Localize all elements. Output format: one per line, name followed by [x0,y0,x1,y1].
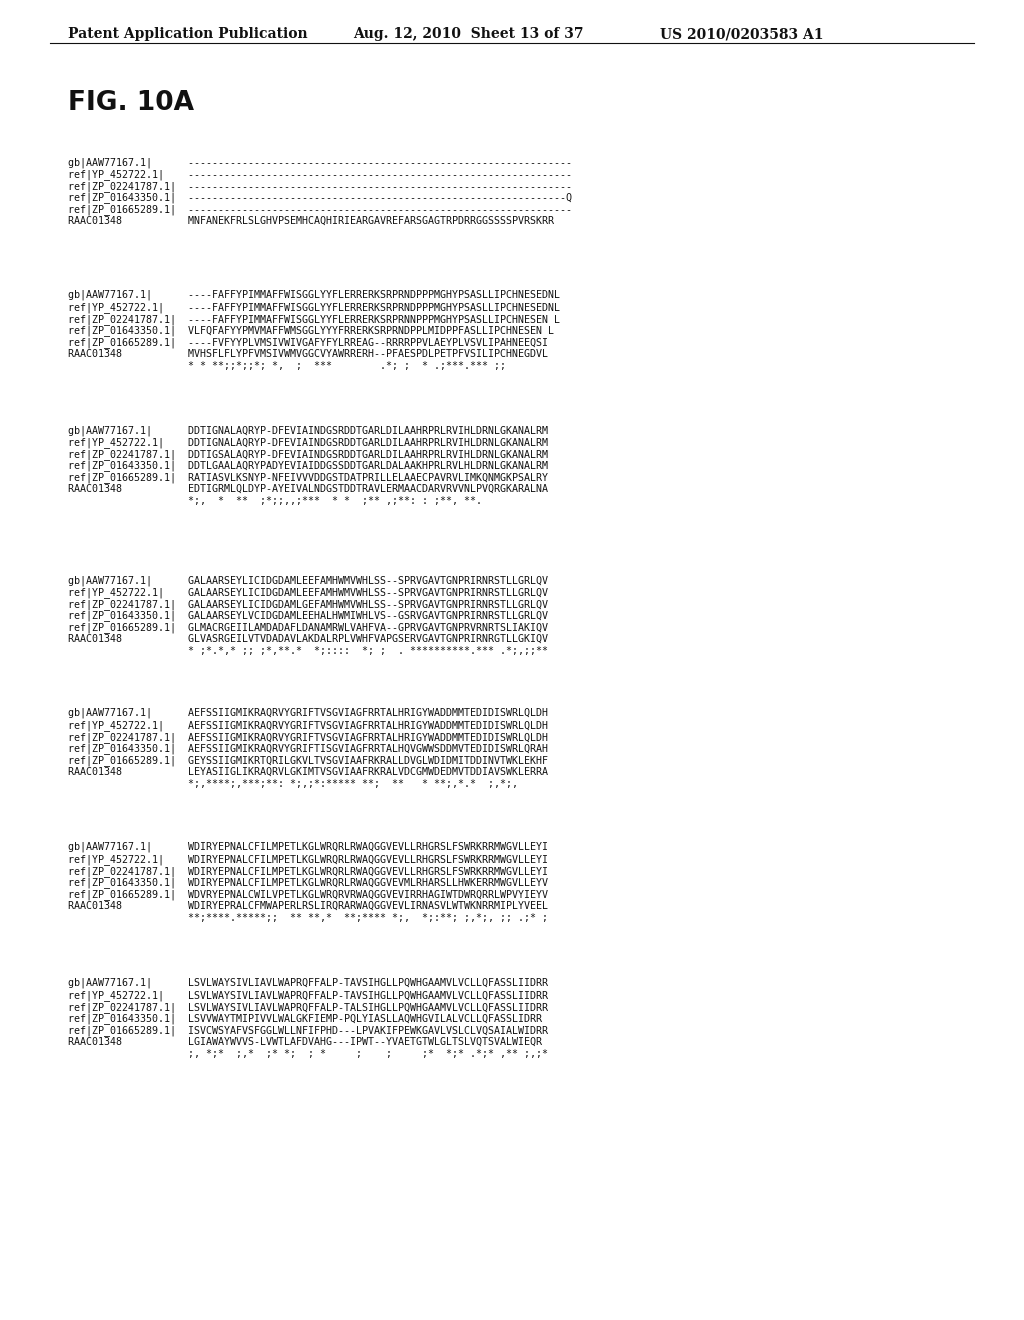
Text: ref|YP_452722.1|    DDTIGNALAQRYP-DFEVIAINDGSRDDTGARLDILAAHRPRLRVIHLDRNLGKANALRM: ref|YP_452722.1| DDTIGNALAQRYP-DFEVIAIND… [68,437,548,447]
Text: RAAC01348           EDTIGRMLQLDYP-AYEIVALNDGSTDDTRAVLERMAACDARVRVVNLPVQRGKARALNA: RAAC01348 EDTIGRMLQLDYP-AYEIVALNDGSTDDTR… [68,484,548,494]
Text: ref|ZP_01643350.1|  VLFQFAFYYPMVMAFFWMSGGLYYYFRRERKSRPRNDPPLMIDPPFASLLIPCHNESEN : ref|ZP_01643350.1| VLFQFAFYYPMVMAFFWMSGG… [68,326,554,337]
Text: ref|ZP_01643350.1|  AEFSSIIGMIKRAQRVYGRIFTISGVIAGFRRTALHQVGWWSDDMVTEDIDISWRLQRAH: ref|ZP_01643350.1| AEFSSIIGMIKRAQRVYGRIF… [68,743,548,754]
Text: RAAC01348           GLVASRGEILVTVDADAVLAKDALRPLVWHFVAPGSERVGAVTGNPRIRNRGTLLGKIQV: RAAC01348 GLVASRGEILVTVDADAVLAKDALRPLVWH… [68,634,548,644]
Text: gb|AAW77167.1|      ----FAFFYPIMMAFFWISGGLYYFLERRERKSRPRNDPPPMGHYPSASLLIPCHNESED: gb|AAW77167.1| ----FAFFYPIMMAFFWISGGLYYF… [68,290,560,301]
Text: ;, *;*  ;,*  ;* *;  ; *     ;    ;     ;*  *;* .*;* ,** ;,;*: ;, *;* ;,* ;* *; ; * ; ; ;* *;* .*;* ,**… [68,1049,548,1059]
Text: ref|ZP_01665289.1|  ISVCWSYAFVSFGGLWLLNFIFPHD---LPVAKIFPEWKGAVLVSLCLVQSAIALWIDRR: ref|ZP_01665289.1| ISVCWSYAFVSFGGLWLLNFI… [68,1026,548,1036]
Text: ref|ZP_02241787.1|  GALAARSEYLICIDGDAMLGEFAMHWMVWHLSS--SPRVGAVTGNPRIRNRSTLLGRLQV: ref|ZP_02241787.1| GALAARSEYLICIDGDAMLGE… [68,598,548,610]
Text: gb|AAW77167.1|      WDIRYEPNALCFILMPETLKGLWRQRLRWAQGGVEVLLRHGRSLFSWRKRRMWGVLLEYI: gb|AAW77167.1| WDIRYEPNALCFILMPETLKGLWRQ… [68,842,548,853]
Text: RAAC01348           LGIAWAYWVVS-LVWTLAFDVAHG---IPWT--YVAETGTWLGLTSLVQTSVALWIEQR: RAAC01348 LGIAWAYWVVS-LVWTLAFDVAHG---IPW… [68,1038,542,1047]
Text: *;,****;,***;**: *;,;*:***** **;  **   * **;,*.*  ;,*;,: *;,****;,***;**: *;,;*:***** **; ** * **… [68,779,518,789]
Text: FIG. 10A: FIG. 10A [68,90,194,116]
Text: ref|ZP_01643350.1|  WDIRYEPNALCFILMPETLKGLWRQRLRWAQGGVEVMLRHARSLLHWKERRMWGVLLEYV: ref|ZP_01643350.1| WDIRYEPNALCFILMPETLKG… [68,878,548,888]
Text: ref|ZP_01665289.1|  RATIASVLKSNYP-NFEIVVVDDGSTDATPRILLELAAECPAVRVLIMKQNMGKPSALRY: ref|ZP_01665289.1| RATIASVLKSNYP-NFEIVVV… [68,473,548,483]
Text: ref|ZP_02241787.1|  ------------------------------------------------------------: ref|ZP_02241787.1| ---------------------… [68,181,572,191]
Text: ref|ZP_02241787.1|  ----FAFFYPIMMAFFWISGGLYYFLERRERKSRPRNNPPPMGHYPSASLLIPCHNESEN: ref|ZP_02241787.1| ----FAFFYPIMMAFFWISGG… [68,314,560,325]
Text: RAAC01348           MNFANEKFRLSLGHVPSEMHCAQHIRIEARGAVREFARSGAGTRPDRRGGSSSSPVRSKR: RAAC01348 MNFANEKFRLSLGHVPSEMHCAQHIRIEAR… [68,216,554,226]
Text: RAAC01348           LEYASIIGLIKRAQRVLGKIMTVSGVIAAFRKRALVDCGMWDEDMVTDDIAVSWKLERRA: RAAC01348 LEYASIIGLIKRAQRVLGKIMTVSGVIAAF… [68,767,548,777]
Text: ref|YP_452722.1|    WDIRYEPNALCFILMPETLKGLWRQRLRWAQGGVEVLLRHGRSLFSWRKRRMWGVLLEYI: ref|YP_452722.1| WDIRYEPNALCFILMPETLKGLW… [68,854,548,865]
Text: **;****.*****;;  ** **,*  **;**** *;,  *;:**; ;,*;, ;; .;* ;: **;****.*****;; ** **,* **;**** *;, *;:*… [68,913,548,923]
Text: ref|ZP_01643350.1|  ------------------------------------------------------------: ref|ZP_01643350.1| ---------------------… [68,193,572,203]
Text: * * **;;*;;*; *,  ;  ***        .*; ;  * .;***.*** ;;: * * **;;*;;*; *, ; *** .*; ; * .;***.***… [68,360,506,371]
Text: ref|ZP_01643350.1|  GALAARSEYLVCIDGDAMLEEHALHWMIWHLVS--GSRVGAVTGNPRIRNRSTLLGRLQV: ref|ZP_01643350.1| GALAARSEYLVCIDGDAMLEE… [68,610,548,622]
Text: ref|ZP_01665289.1|  GEYSSIIGMIKRTQRILGKVLTVSGVIAAFRKRALLDVGLWDIDMITDDINVTWKLEKHF: ref|ZP_01665289.1| GEYSSIIGMIKRTQRILGKVL… [68,755,548,766]
Text: ref|YP_452722.1|    ------------------------------------------------------------: ref|YP_452722.1| -----------------------… [68,169,572,180]
Text: ref|ZP_01665289.1|  WDVRYEPNALCWILVPETLKGLWRQRVRWAQGGVEVIRRHAGIWTDWRQRRLWPVYIEYV: ref|ZP_01665289.1| WDVRYEPNALCWILVPETLKG… [68,890,548,900]
Text: ref|ZP_02241787.1|  LSVLWAYSIVLIAVLWAPRQFFALP-TALSIHGLLPQWHGAAMVLVCLLQFASSLIIDRR: ref|ZP_02241787.1| LSVLWAYSIVLIAVLWAPRQF… [68,1002,548,1012]
Text: Patent Application Publication: Patent Application Publication [68,26,307,41]
Text: ref|ZP_01643350.1|  LSVVWAYTMIPIVVLWALGKFIEMP-PQLYIASLLAQWHGVILALVCLLQFASSLIDRR: ref|ZP_01643350.1| LSVVWAYTMIPIVVLWALGKF… [68,1014,542,1024]
Text: gb|AAW77167.1|      LSVLWAYSIVLIAVLWAPRQFFALP-TAVSIHGLLPQWHGAAMVLVCLLQFASSLIIDRR: gb|AAW77167.1| LSVLWAYSIVLIAVLWAPRQFFALP… [68,978,548,989]
Text: ref|ZP_01665289.1|  GLMACRGEIILAMDADAFLDANAMRWLVAHFVA--GPRVGAVTGNPRVRNRTSLIAKIQV: ref|ZP_01665289.1| GLMACRGEIILAMDADAFLDA… [68,622,548,634]
Text: gb|AAW77167.1|      AEFSSIIGMIKRAQRVYGRIFTVSGVIAGFRRTALHRIGYWADDMMTEDIDISWRLQLDH: gb|AAW77167.1| AEFSSIIGMIKRAQRVYGRIFTVSG… [68,708,548,718]
Text: RAAC01348           MVHSFLFLYPFVMSIVWMVGGCVYAWRRERH--PFAESPDLPETPFVSILIPCHNEGDVL: RAAC01348 MVHSFLFLYPFVMSIVWMVGGCVYAWRRER… [68,348,548,359]
Text: US 2010/0203583 A1: US 2010/0203583 A1 [660,26,823,41]
Text: ref|YP_452722.1|    ----FAFFYPIMMAFFWISGGLYYFLERRERKSRPRNDPPPMGHYPSASLLIPCHNESED: ref|YP_452722.1| ----FAFFYPIMMAFFWISGGLY… [68,302,560,313]
Text: ref|ZP_02241787.1|  AEFSSIIGMIKRAQRVYGRIFTVSGVIAGFRRTALHRIGYWADDMMTEDIDISWRLQLDH: ref|ZP_02241787.1| AEFSSIIGMIKRAQRVYGRIF… [68,731,548,743]
Text: ref|YP_452722.1|    GALAARSEYLICIDGDAMLEEFAMHWMVWHLSS--SPRVGAVTGNPRIRNRSTLLGRLQV: ref|YP_452722.1| GALAARSEYLICIDGDAMLEEFA… [68,587,548,598]
Text: gb|AAW77167.1|      ------------------------------------------------------------: gb|AAW77167.1| -------------------------… [68,157,572,168]
Text: gb|AAW77167.1|      DDTIGNALAQRYP-DFEVIAINDGSRDDTGARLDILAAHRPRLRVIHLDRNLGKANALRM: gb|AAW77167.1| DDTIGNALAQRYP-DFEVIAINDGS… [68,425,548,436]
Text: ref|ZP_02241787.1|  DDTIGSALAQRYP-DFEVIAINDGSRDDTGARLDILAAHRPRLRVIHLDRNLGKANALRM: ref|ZP_02241787.1| DDTIGSALAQRYP-DFEVIAI… [68,449,548,459]
Text: ref|ZP_01665289.1|  ----FVFYYPLVMSIVWIVGAFYFYLRREAG--RRRRPPVLAEYPLVSVLIPAHNEEQSI: ref|ZP_01665289.1| ----FVFYYPLVMSIVWIVGA… [68,337,548,348]
Text: ref|ZP_01665289.1|  ------------------------------------------------------------: ref|ZP_01665289.1| ---------------------… [68,205,572,215]
Text: ref|YP_452722.1|    AEFSSIIGMIKRAQRVYGRIFTVSGVIAGFRRTALHRIGYWADDMMTEDIDISWRLQLDH: ref|YP_452722.1| AEFSSIIGMIKRAQRVYGRIFTV… [68,719,548,731]
Text: ref|ZP_01643350.1|  DDTLGAALAQRYPADYEVIAIDDGSSDDTGARLDALAAKHPRLRVLHLDRNLGKANALRM: ref|ZP_01643350.1| DDTLGAALAQRYPADYEVIAI… [68,461,548,471]
Text: *;,  *  **  ;*;;,,;***  * *  ;** ,;**: : ;**, **.: *;, * ** ;*;;,,;*** * * ;** ,;**: : ;**,… [68,496,482,506]
Text: ref|YP_452722.1|    LSVLWAYSIVLIAVLWAPRQFFALP-TAVSIHGLLPQWHGAAMVLVCLLQFASSLIIDRR: ref|YP_452722.1| LSVLWAYSIVLIAVLWAPRQFFA… [68,990,548,1001]
Text: RAAC01348           WDIRYEPRALCFMWAPERLRSLIRQRARWAQGGVEVLIRNASVLWTWKNRRMIPLYVEEL: RAAC01348 WDIRYEPRALCFMWAPERLRSLIRQRARWA… [68,902,548,911]
Text: ref|ZP_02241787.1|  WDIRYEPNALCFILMPETLKGLWRQRLRWAQGGVEVLLRHGRSLFSWRKRRMWGVLLEYI: ref|ZP_02241787.1| WDIRYEPNALCFILMPETLKG… [68,866,548,876]
Text: gb|AAW77167.1|      GALAARSEYLICIDGDAMLEEFAMHWMVWHLSS--SPRVGAVTGNPRIRNRSTLLGRLQV: gb|AAW77167.1| GALAARSEYLICIDGDAMLEEFAMH… [68,576,548,586]
Text: * ;*.*,* ;; ;*,**.*  *;::::  *; ;  . **********.*** .*;,;;**: * ;*.*,* ;; ;*,**.* *;:::: *; ; . ******… [68,645,548,656]
Text: Aug. 12, 2010  Sheet 13 of 37: Aug. 12, 2010 Sheet 13 of 37 [353,26,584,41]
